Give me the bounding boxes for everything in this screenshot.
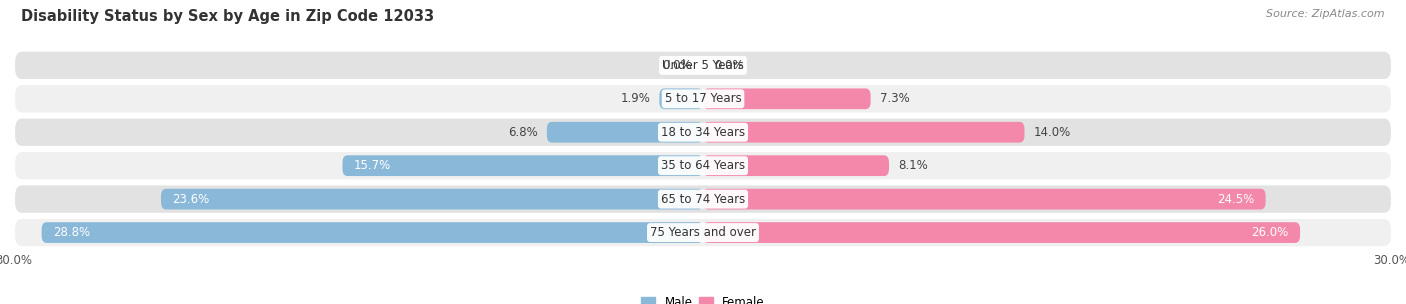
FancyBboxPatch shape: [14, 118, 1392, 147]
Text: 35 to 64 Years: 35 to 64 Years: [661, 159, 745, 172]
Legend: Male, Female: Male, Female: [637, 291, 769, 304]
Text: 65 to 74 Years: 65 to 74 Years: [661, 193, 745, 206]
FancyBboxPatch shape: [14, 51, 1392, 80]
FancyBboxPatch shape: [42, 222, 703, 243]
FancyBboxPatch shape: [14, 151, 1392, 180]
FancyBboxPatch shape: [343, 155, 703, 176]
FancyBboxPatch shape: [14, 84, 1392, 113]
FancyBboxPatch shape: [703, 222, 1301, 243]
Text: 18 to 34 Years: 18 to 34 Years: [661, 126, 745, 139]
Text: Under 5 Years: Under 5 Years: [662, 59, 744, 72]
FancyBboxPatch shape: [703, 88, 870, 109]
FancyBboxPatch shape: [547, 122, 703, 143]
Text: Source: ZipAtlas.com: Source: ZipAtlas.com: [1267, 9, 1385, 19]
FancyBboxPatch shape: [162, 189, 703, 209]
Text: 8.1%: 8.1%: [898, 159, 928, 172]
Text: 23.6%: 23.6%: [173, 193, 209, 206]
Text: 28.8%: 28.8%: [53, 226, 90, 239]
Text: 0.0%: 0.0%: [662, 59, 692, 72]
Text: 75 Years and over: 75 Years and over: [650, 226, 756, 239]
Text: 15.7%: 15.7%: [354, 159, 391, 172]
FancyBboxPatch shape: [659, 88, 703, 109]
FancyBboxPatch shape: [703, 155, 889, 176]
Text: Disability Status by Sex by Age in Zip Code 12033: Disability Status by Sex by Age in Zip C…: [21, 9, 434, 24]
FancyBboxPatch shape: [703, 122, 1025, 143]
Text: 14.0%: 14.0%: [1033, 126, 1071, 139]
Text: 0.0%: 0.0%: [714, 59, 744, 72]
Text: 6.8%: 6.8%: [508, 126, 537, 139]
FancyBboxPatch shape: [14, 185, 1392, 214]
Text: 7.3%: 7.3%: [880, 92, 910, 105]
Text: 26.0%: 26.0%: [1251, 226, 1289, 239]
FancyBboxPatch shape: [14, 218, 1392, 247]
Text: 1.9%: 1.9%: [620, 92, 650, 105]
Text: 24.5%: 24.5%: [1218, 193, 1254, 206]
Text: 5 to 17 Years: 5 to 17 Years: [665, 92, 741, 105]
FancyBboxPatch shape: [703, 189, 1265, 209]
